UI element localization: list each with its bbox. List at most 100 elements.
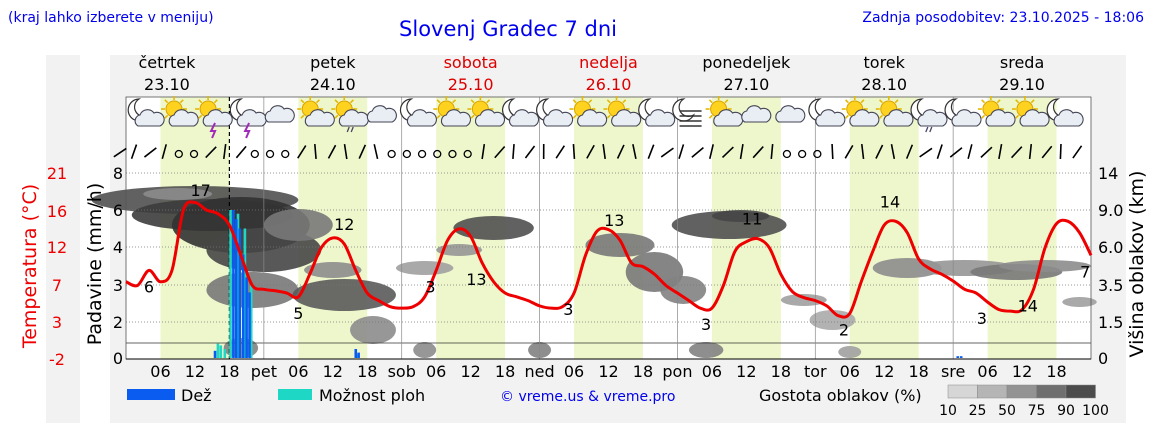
wind-barb xyxy=(678,144,685,160)
wind-calm-marker xyxy=(174,149,183,159)
cloud-shape xyxy=(474,109,506,127)
temperature-value-label: 3 xyxy=(977,309,987,328)
sun-ray xyxy=(164,99,169,104)
header-note: (kraj lahko izberete v meniju) xyxy=(8,10,214,26)
sun-ray xyxy=(315,99,320,104)
credit-link[interactable]: © vreme.us & vreme.pro xyxy=(500,389,675,405)
legend-rain-label: Dež xyxy=(181,386,212,405)
x-hour-tick: 06 xyxy=(702,362,722,381)
legend-cloud-density-label: Gostota oblakov (%) xyxy=(759,386,922,405)
sun-ray xyxy=(300,114,305,119)
sun-cloud-icon xyxy=(875,96,914,127)
wind-barb xyxy=(1010,146,1023,159)
wind-calm-marker xyxy=(281,149,290,159)
wind-barb xyxy=(602,143,606,160)
wind-barb xyxy=(524,145,536,159)
density-step-label: 90 xyxy=(1057,403,1075,419)
cloud-shape xyxy=(264,105,295,123)
x-hour-tick: 06 xyxy=(288,362,308,381)
cloud-shape xyxy=(645,109,676,127)
x-hour-tick: 18 xyxy=(495,362,515,381)
cloud-density-blob xyxy=(413,342,437,358)
rain-bar xyxy=(241,254,245,358)
sun-ray xyxy=(213,99,218,104)
precip-tick: 4 xyxy=(113,238,123,257)
daylight-band xyxy=(987,97,1057,359)
wind-barb xyxy=(708,144,714,160)
cloud-density-blob xyxy=(660,276,707,304)
cloud-density-blob xyxy=(688,342,724,358)
lightning-shape xyxy=(209,122,217,139)
rain-bar xyxy=(213,350,217,358)
rain-bar xyxy=(959,356,963,358)
wind-barb xyxy=(998,144,1003,160)
shower-bar xyxy=(243,228,247,358)
sun-cloud-icon xyxy=(297,96,335,127)
x-hour-tick: 18 xyxy=(908,362,928,381)
sun-cloud-icon xyxy=(161,96,199,127)
daylight-band xyxy=(574,97,643,359)
temperature-value-label: 17 xyxy=(190,181,210,200)
sun-ray xyxy=(470,114,475,119)
precip-axis-label: Padavine (mm/h) xyxy=(84,183,106,346)
wind-barb xyxy=(314,143,317,160)
density-swatch xyxy=(947,384,978,399)
x-day-tick: pet xyxy=(251,362,277,381)
x-hour-tick: 18 xyxy=(357,362,377,381)
day-name: petek xyxy=(310,53,356,72)
cloud-density-blob xyxy=(304,262,362,278)
cloud-icon xyxy=(775,105,806,123)
temperature-value-label: 3 xyxy=(425,277,435,296)
temperature-value-label: 6 xyxy=(144,277,154,296)
moon-shape xyxy=(672,98,696,122)
wind-barb xyxy=(875,144,884,159)
rain-bar xyxy=(234,219,238,358)
density-step-label: 25 xyxy=(969,403,987,419)
sun-cloud-icon xyxy=(841,96,880,127)
cloud-density-blob xyxy=(780,294,827,306)
sun-cloud-icon xyxy=(705,96,744,127)
wind-calm-marker xyxy=(463,149,472,159)
temperature-axis-label: Temperatura (°C) xyxy=(19,184,41,349)
sun-cloud-storm-icon xyxy=(195,96,233,139)
legend-showers-label: Možnost ploh xyxy=(319,386,425,405)
wind-barb xyxy=(343,143,348,160)
day-date: 26.10 xyxy=(586,75,632,94)
sun-ray xyxy=(879,114,883,119)
day-name: torek xyxy=(864,53,906,72)
wind-barb xyxy=(161,144,168,160)
sun-ray xyxy=(350,99,354,104)
cloud-density-blob xyxy=(143,188,213,200)
rain-bar xyxy=(956,356,960,358)
day-name: četrtek xyxy=(138,53,196,72)
temperature-value-label: 14 xyxy=(880,192,900,211)
wind-barb xyxy=(297,145,307,159)
temperature-line xyxy=(125,200,1093,319)
shower-bar xyxy=(249,285,253,358)
wind-barb xyxy=(572,143,576,160)
moon-cloud-icon xyxy=(638,98,676,127)
wind-barb xyxy=(205,146,217,159)
cloud-shape xyxy=(611,109,642,127)
cloud-height-tick: 14 xyxy=(1098,164,1118,183)
rain-bar xyxy=(245,277,248,358)
wind-barb xyxy=(905,144,914,159)
drizzle-drop xyxy=(346,126,350,133)
cloud-height-tick: 9.0 xyxy=(1098,201,1123,220)
cloud-shape xyxy=(741,105,772,123)
sun-cloud-icon xyxy=(1011,96,1050,127)
x-hour-tick: 06 xyxy=(150,362,170,381)
wind-calm-marker xyxy=(417,149,427,159)
precip-tick: 0 xyxy=(113,349,123,368)
cloud-shape xyxy=(440,109,472,127)
sun-cloud-icon xyxy=(467,96,506,127)
moon-cloud-icon xyxy=(399,98,437,127)
wind-calm-marker xyxy=(813,149,822,159)
sun-cloud-icon xyxy=(603,96,642,127)
cloud-shape xyxy=(917,109,948,127)
wind-calm-marker xyxy=(402,149,412,159)
shower-bar xyxy=(236,213,240,358)
sun-ray xyxy=(198,114,203,119)
day-date: 25.10 xyxy=(448,75,494,94)
wind-barb xyxy=(1059,143,1062,160)
